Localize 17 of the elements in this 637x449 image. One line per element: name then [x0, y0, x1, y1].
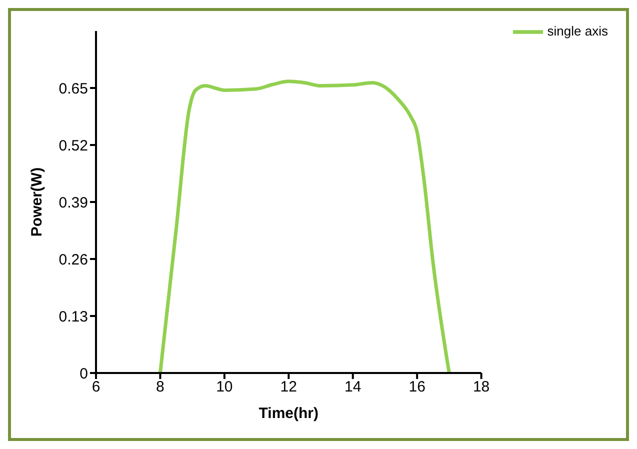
y-tick-label: 0.26	[58, 251, 88, 268]
y-tick-label: 0.13	[58, 308, 88, 326]
y-tick-label: 0.39	[58, 194, 88, 212]
line-series	[158, 80, 451, 373]
x-tick-label: 12	[280, 378, 297, 396]
x-tick-label: 18	[472, 378, 490, 396]
x-tick-label: 6	[92, 378, 100, 396]
y-axis-title: Power(W)	[28, 167, 46, 237]
y-tick-label: 0.65	[58, 80, 88, 98]
x-axis-title: Time(hr)	[258, 405, 319, 422]
x-tick-label: 10	[216, 378, 233, 396]
y-tick-label: 0.52	[58, 137, 88, 154]
x-tick-label: 14	[344, 378, 362, 396]
legend-label: single axis	[547, 23, 608, 38]
y-tick-label: 0	[80, 365, 88, 382]
x-tick-label: 8	[156, 378, 164, 396]
x-tick-label: 16	[408, 378, 426, 396]
